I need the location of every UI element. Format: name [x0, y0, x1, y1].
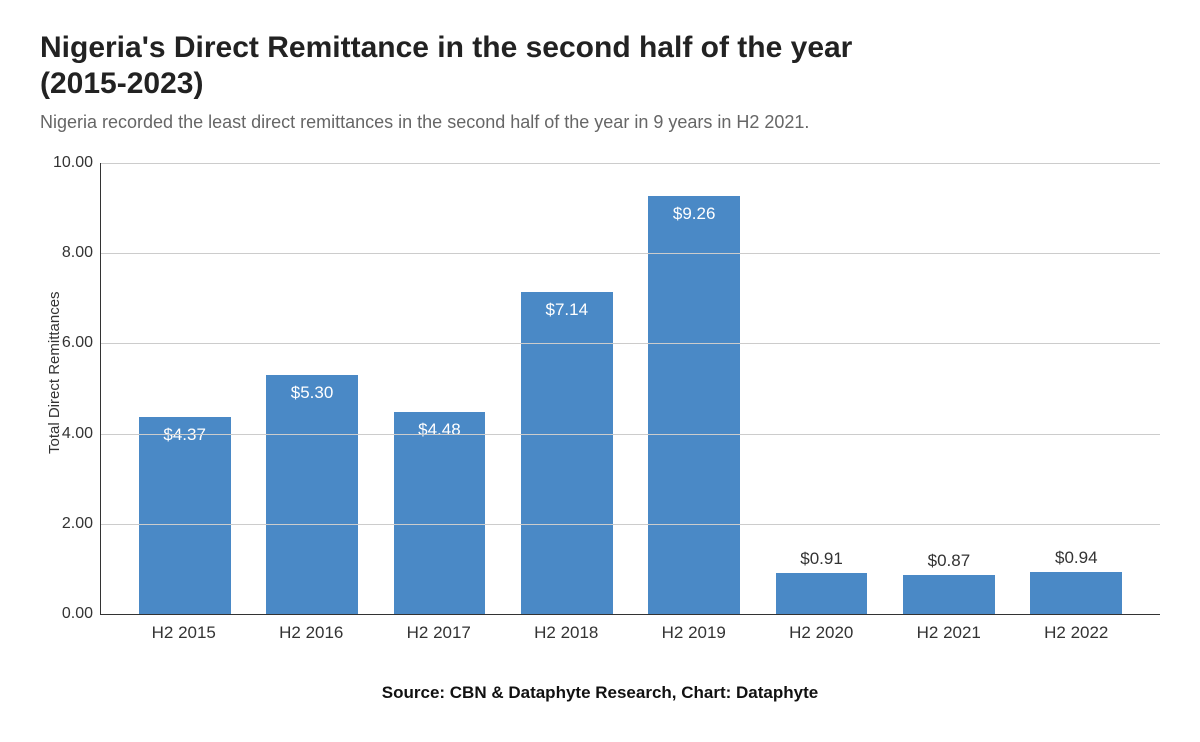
- bar-slot: $0.91: [758, 163, 885, 614]
- bar-value-label: $0.87: [928, 551, 971, 571]
- x-axis: H2 2015H2 2016H2 2017H2 2018H2 2019H2 20…: [100, 615, 1160, 643]
- x-tick-label: H2 2017: [375, 623, 503, 643]
- bar-slot: $9.26: [631, 163, 758, 614]
- source-attribution: Source: CBN & Dataphyte Research, Chart:…: [40, 683, 1160, 703]
- bars-group: $4.37 $5.30 $4.48 $7.14 $9.26 $0.91 $0.87 $0.94: [101, 163, 1160, 614]
- bar: $0.87: [903, 575, 995, 614]
- grid-area: $4.37 $5.30 $4.48 $7.14 $9.26 $0.91 $0.87 $0.94…: [100, 163, 1160, 615]
- gridline: [101, 434, 1160, 435]
- bar-slot: $0.94: [1013, 163, 1140, 614]
- bar: $5.30: [266, 375, 358, 614]
- bar-slot: $4.37: [121, 163, 248, 614]
- y-tick-label: 8.00: [41, 244, 93, 262]
- bar: $4.48: [394, 412, 486, 614]
- chart-title: Nigeria's Direct Remittance in the secon…: [40, 30, 940, 102]
- chart-container: Total Direct Remittances $4.37$5.30$4.48…: [40, 163, 1160, 643]
- gridline: [101, 253, 1160, 254]
- bar-value-label: $4.48: [418, 420, 461, 440]
- x-tick-label: H2 2015: [120, 623, 248, 643]
- x-tick-label: H2 2020: [758, 623, 886, 643]
- bar-value-label: $0.91: [800, 549, 843, 569]
- bar-value-label: $4.37: [163, 425, 206, 445]
- bar-value-label: $0.94: [1055, 548, 1098, 568]
- plot-area: $4.37 $5.30 $4.48 $7.14 $9.26 $0.91 $0.87 $0.94…: [100, 163, 1160, 643]
- y-tick-label: 6.00: [41, 334, 93, 352]
- chart-subtitle: Nigeria recorded the least direct remitt…: [40, 112, 1160, 133]
- bar-slot: $4.48: [376, 163, 503, 614]
- gridline: [101, 524, 1160, 525]
- gridline: [101, 163, 1160, 164]
- x-tick-label: H2 2018: [503, 623, 631, 643]
- x-tick-label: H2 2021: [885, 623, 1013, 643]
- bar-value-label: $7.14: [546, 300, 589, 320]
- y-tick-label: 0.00: [41, 605, 93, 623]
- bar: $7.14: [521, 292, 613, 614]
- gridline: [101, 343, 1160, 344]
- x-tick-label: H2 2016: [248, 623, 376, 643]
- bar-slot: $7.14: [503, 163, 630, 614]
- y-tick-label: 4.00: [41, 425, 93, 443]
- y-tick-label: 2.00: [41, 515, 93, 533]
- bar-value-label: $9.26: [673, 204, 716, 224]
- bar: $9.26: [648, 196, 740, 614]
- bar: $0.91: [776, 573, 868, 614]
- bar-slot: $5.30: [248, 163, 375, 614]
- x-tick-label: H2 2022: [1013, 623, 1141, 643]
- bar: $0.94: [1030, 572, 1122, 614]
- bar-slot: $0.87: [885, 163, 1012, 614]
- bar: $4.37: [139, 417, 231, 614]
- bar-value-label: $5.30: [291, 383, 334, 403]
- x-tick-label: H2 2019: [630, 623, 758, 643]
- y-tick-label: 10.00: [41, 154, 93, 172]
